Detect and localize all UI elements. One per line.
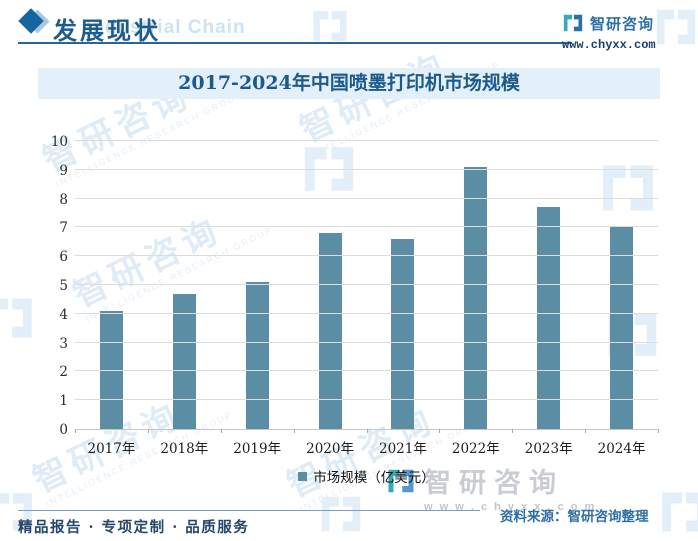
bar-cell bbox=[294, 142, 367, 429]
x-axis-tick bbox=[512, 429, 514, 433]
x-axis-tick bbox=[220, 429, 222, 433]
bar-cell bbox=[439, 142, 512, 429]
gridline bbox=[75, 168, 658, 170]
bar-2022年 bbox=[464, 166, 488, 429]
x-axis-tick bbox=[366, 429, 368, 433]
bar-cell bbox=[148, 142, 221, 429]
y-tick-label: 9 bbox=[59, 162, 68, 179]
x-axis-tick bbox=[75, 429, 76, 433]
gridline bbox=[75, 341, 658, 343]
y-tick-label: 7 bbox=[59, 220, 68, 237]
bar-cell bbox=[367, 142, 440, 429]
header-watermark-text: Industrial Chain bbox=[86, 17, 246, 38]
x-axis-tick bbox=[585, 429, 587, 433]
gridline bbox=[75, 140, 658, 141]
gridline bbox=[75, 226, 658, 228]
x-tick-label: 2017年 bbox=[87, 441, 136, 457]
y-tick-label: 10 bbox=[50, 134, 68, 150]
bar-2021年 bbox=[391, 238, 415, 429]
bar-2018年 bbox=[172, 293, 196, 429]
bar-cell bbox=[585, 142, 658, 429]
footer-watermark: 智研咨询 w w w . c h y x x . c o m bbox=[386, 466, 596, 513]
bar-2023年 bbox=[537, 207, 561, 429]
footer-divider bbox=[18, 510, 480, 511]
x-tick-label: 2023年 bbox=[524, 441, 573, 457]
gridline bbox=[75, 284, 658, 285]
x-axis-tick bbox=[147, 429, 149, 433]
x-tick-label: 2018年 bbox=[160, 441, 209, 457]
x-axis-tick bbox=[658, 429, 659, 433]
y-tick-label: 4 bbox=[59, 306, 68, 323]
footer-watermark-logo-icon bbox=[388, 469, 414, 493]
bar-2019年 bbox=[245, 282, 269, 429]
bar-2020年 bbox=[318, 233, 342, 429]
bar-cell bbox=[512, 142, 585, 429]
x-axis-tick bbox=[439, 429, 441, 433]
background-logo-watermark-icon bbox=[658, 486, 698, 541]
brand-logo-icon bbox=[563, 14, 583, 32]
section-diamond-icon bbox=[18, 8, 50, 34]
x-axis-tick bbox=[293, 429, 295, 433]
y-tick-label: 6 bbox=[59, 249, 68, 266]
gridline bbox=[75, 312, 658, 314]
y-tick-label: 8 bbox=[59, 191, 68, 208]
x-tick-label: 2021年 bbox=[379, 441, 427, 457]
legend: 市场规模（亿美元） bbox=[75, 466, 658, 486]
chart-title: 2017-2024年中国喷墨打印机市场规模 bbox=[38, 68, 660, 99]
x-tick-label: 2019年 bbox=[233, 441, 282, 457]
gridline bbox=[75, 399, 658, 401]
gridline bbox=[75, 197, 658, 199]
y-tick-label: 3 bbox=[59, 335, 68, 352]
gridline bbox=[75, 370, 658, 372]
background-logo-watermark-icon bbox=[310, 6, 350, 51]
plot-area bbox=[75, 140, 659, 433]
footer-watermark-brand: 智研咨询 bbox=[424, 468, 564, 499]
bar-cell bbox=[75, 142, 148, 429]
x-axis: 2017年 2018年 2019年 2020年 2021年 2022年 2023年 2024年 bbox=[75, 437, 658, 457]
background-logo-watermark-icon bbox=[0, 292, 36, 349]
brand-block: 智研咨询 www.chyxx.com bbox=[562, 12, 678, 52]
section-title: 发展现状 bbox=[53, 16, 161, 45]
source-note: 资料来源：智研咨询整理 bbox=[500, 509, 649, 525]
y-tick-label: 5 bbox=[59, 278, 68, 294]
x-tick-label: 2022年 bbox=[451, 441, 500, 457]
brand-url: www.chyxx.com bbox=[562, 38, 656, 52]
gridline bbox=[75, 255, 658, 257]
x-tick-label: 2020年 bbox=[306, 441, 354, 457]
y-tick-label: 0 bbox=[59, 422, 68, 438]
footer-tagline: 精品报告 · 专项定制 · 品质服务 bbox=[18, 519, 250, 536]
brand-name: 智研咨询 bbox=[590, 15, 655, 33]
bars-container bbox=[75, 142, 658, 429]
y-tick-label: 1 bbox=[59, 393, 68, 410]
legend-marker bbox=[298, 471, 308, 481]
background-logo-watermark-icon bbox=[318, 491, 364, 541]
bar-cell bbox=[221, 142, 294, 429]
legend-label: 市场规模（亿美元） bbox=[313, 470, 435, 486]
x-tick-label: 2024年 bbox=[597, 441, 646, 457]
y-tick-label: 2 bbox=[59, 364, 68, 381]
header-divider bbox=[18, 42, 572, 44]
